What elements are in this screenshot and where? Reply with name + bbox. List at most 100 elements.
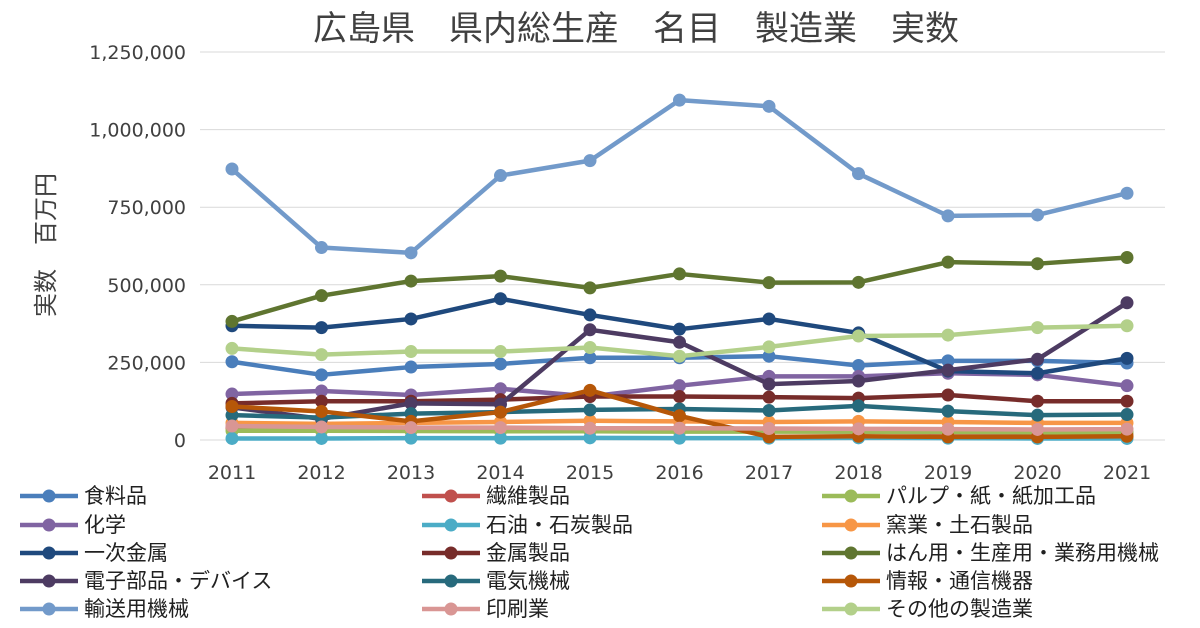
legend-item: 化学 [20, 513, 126, 537]
data-point [1120, 351, 1134, 365]
x-tick-label: 2013 [387, 462, 435, 484]
data-point [315, 368, 328, 382]
data-point [852, 359, 865, 373]
legend-item: 石油・石炭製品 [422, 513, 633, 537]
data-point [762, 404, 776, 418]
x-tick-label: 2015 [566, 462, 614, 484]
data-point [494, 169, 507, 183]
x-tick-label: 2019 [924, 462, 972, 484]
data-point [762, 422, 776, 436]
data-point [941, 354, 955, 368]
data-point [941, 209, 955, 223]
legend-label: 金属製品 [486, 541, 570, 565]
data-point [673, 93, 686, 107]
data-point [941, 328, 955, 342]
legend-label: その他の製造業 [886, 597, 1033, 621]
data-point [494, 345, 507, 359]
data-point [852, 422, 865, 436]
data-point [494, 421, 507, 435]
data-point [404, 431, 418, 445]
y-tick-label: 250,000 [107, 352, 186, 374]
data-point [583, 351, 597, 365]
legend-swatch-marker [42, 546, 56, 560]
legend-label: パルプ・紙・紙加工品 [886, 484, 1096, 508]
data-point [225, 162, 239, 176]
x-tick-label: 2012 [297, 462, 345, 484]
x-axis-ticks: 2011 2012 2013 2014 2015 2016 2017 2018 2019 2020… [208, 462, 1151, 484]
legend-swatch-marker [844, 602, 858, 616]
data-point [315, 289, 328, 303]
legend-label: 印刷業 [486, 597, 549, 621]
legend-item: 一次金属 [20, 541, 168, 565]
series-15 [225, 319, 1134, 363]
data-point [1120, 296, 1134, 310]
data-point [494, 382, 507, 396]
legend-item: 印刷業 [422, 597, 549, 621]
data-point [673, 335, 686, 349]
data-point [583, 403, 597, 417]
data-point [1031, 422, 1044, 436]
data-point [583, 154, 597, 168]
data-point [494, 269, 507, 283]
legend-swatch-marker [444, 574, 458, 588]
x-tick-label: 2014 [476, 462, 524, 484]
y-tick-label: 750,000 [107, 197, 186, 219]
data-point [941, 404, 955, 418]
series-14 [225, 419, 1134, 436]
data-point [673, 322, 686, 336]
data-point [404, 360, 418, 374]
data-point [404, 396, 418, 410]
data-point [583, 323, 597, 337]
legend-label: はん用・生産用・業務用機械 [886, 541, 1159, 565]
legend-label: 化学 [84, 513, 126, 537]
data-point [1120, 408, 1134, 422]
x-tick-label: 2017 [745, 462, 793, 484]
legend-item: 電子部品・デバイス [20, 569, 272, 593]
data-point [1031, 208, 1044, 222]
data-point [404, 421, 418, 435]
legend-label: 食料品 [84, 484, 147, 508]
data-point [583, 281, 597, 295]
data-point [673, 409, 686, 423]
data-point [762, 276, 776, 290]
data-point [673, 390, 686, 404]
legend-label: 輸送用機械 [84, 597, 189, 621]
legend-item: 金属製品 [422, 541, 570, 565]
legend-label: 情報・通信機器 [886, 569, 1033, 593]
legend-label: 一次金属 [84, 541, 168, 565]
data-point [315, 321, 328, 335]
legend-item: 食料品 [20, 484, 147, 508]
data-point [941, 255, 955, 269]
data-point [673, 267, 686, 281]
legend-swatch-marker [444, 602, 458, 616]
data-point [583, 421, 597, 435]
data-point [673, 421, 686, 435]
y-tick-label: 500,000 [107, 275, 186, 297]
legend-item: 電気機械 [422, 569, 570, 593]
data-point [1031, 408, 1044, 422]
legend-swatch-marker [42, 489, 56, 503]
data-point [852, 374, 865, 388]
data-point [1120, 186, 1134, 200]
legend-swatch-marker [42, 518, 56, 532]
data-point [315, 431, 328, 445]
data-point [225, 314, 239, 328]
data-point [315, 394, 328, 408]
legend-swatch-marker [444, 546, 458, 560]
data-point [315, 241, 328, 255]
legend-item: その他の製造業 [822, 597, 1033, 621]
data-point [583, 431, 597, 445]
x-tick-label: 2011 [208, 462, 256, 484]
legend-swatch-marker [444, 518, 458, 532]
data-point [762, 312, 776, 326]
data-point [404, 246, 418, 260]
legend-label: 電気機械 [486, 569, 570, 593]
data-point [941, 363, 955, 377]
data-point [1031, 366, 1044, 380]
data-point [1031, 352, 1044, 366]
data-point [852, 329, 865, 343]
data-point [673, 379, 686, 393]
x-tick-label: 2020 [1013, 462, 1061, 484]
